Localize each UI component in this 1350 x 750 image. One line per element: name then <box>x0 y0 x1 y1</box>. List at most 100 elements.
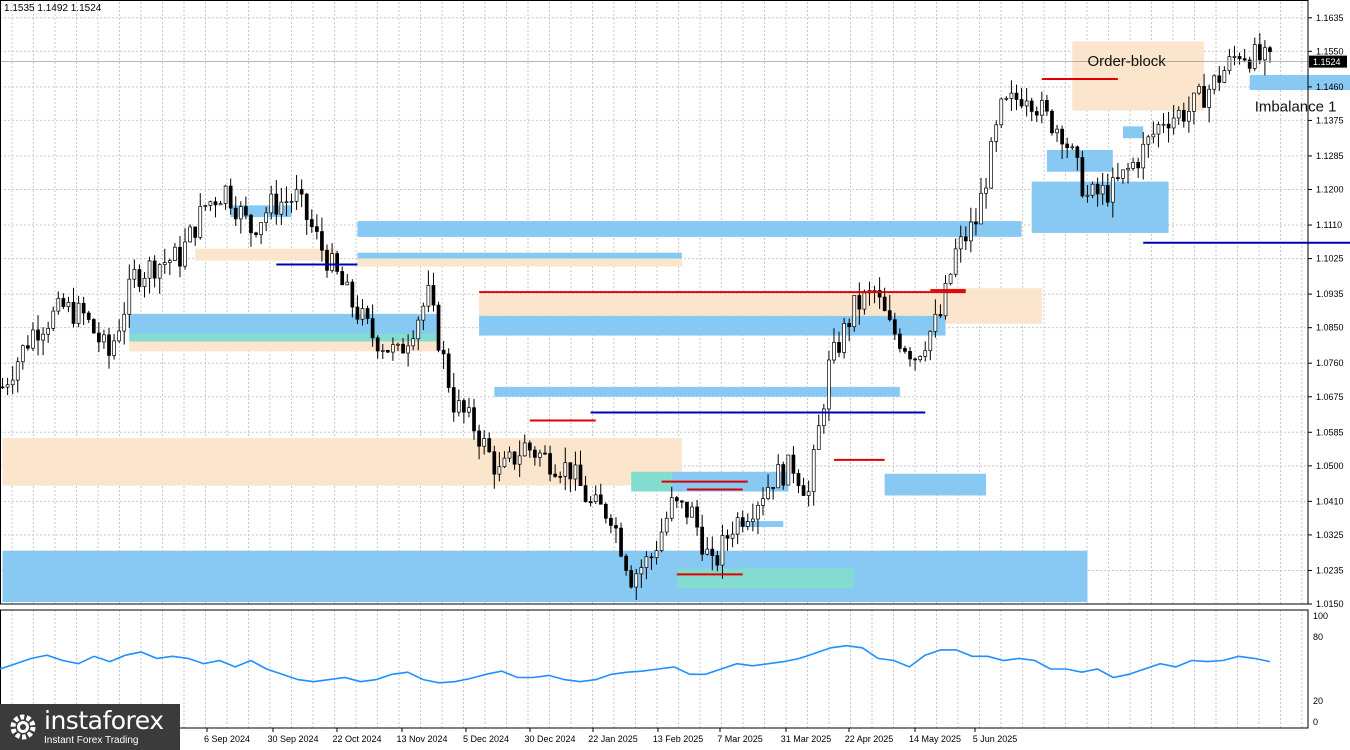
candle-body <box>573 464 578 480</box>
rsi-tick-label: 80 <box>1313 632 1323 642</box>
candle-body <box>162 262 167 265</box>
candle-body <box>751 518 755 522</box>
candle-body <box>522 442 527 457</box>
price-tick-label: 1.0850 <box>1316 323 1344 333</box>
candle-body <box>431 285 436 306</box>
candle-body <box>766 487 770 500</box>
candle-body <box>928 330 933 352</box>
candle-body <box>903 348 907 352</box>
candle-body <box>1217 75 1222 83</box>
x-tick-label: 31 Mar 2025 <box>781 734 832 744</box>
candle-body <box>107 334 111 356</box>
candle-body <box>380 350 385 352</box>
candle-body <box>193 226 198 238</box>
candle-body <box>61 298 66 307</box>
candle-body <box>340 271 345 286</box>
candle-body <box>462 400 466 413</box>
candle-body <box>1192 92 1196 112</box>
candle-body <box>477 430 481 447</box>
zones <box>2 41 1350 603</box>
candle-body <box>1181 109 1186 122</box>
rsi-tick-label: 0 <box>1313 717 1318 727</box>
candle-body <box>923 350 928 357</box>
candle-body <box>700 526 705 555</box>
candle-body <box>365 308 370 319</box>
candle-body <box>1202 86 1206 108</box>
candle-body <box>1055 128 1059 134</box>
candle-body <box>117 330 121 342</box>
candle-body <box>173 246 177 261</box>
candle-body <box>269 193 274 214</box>
candle-body <box>619 527 623 557</box>
candle-body <box>877 290 882 298</box>
price-tick-label: 1.1550 <box>1316 46 1344 56</box>
candle-body <box>46 328 51 335</box>
candle-body <box>674 497 679 502</box>
candle-body <box>543 452 547 455</box>
candle-body <box>974 221 978 225</box>
candle-body <box>1090 183 1095 196</box>
candle-body <box>1187 111 1191 122</box>
zone-teal <box>129 333 439 342</box>
price-tick-label: 1.1635 <box>1316 13 1344 23</box>
ohlc-header: 1.1535 1.1492 1.1524 <box>4 3 102 14</box>
candle-body <box>0 386 5 389</box>
zone-blue <box>357 252 682 259</box>
candle-body <box>183 241 187 267</box>
candle-body <box>512 451 517 465</box>
candle-body <box>1105 185 1110 203</box>
candle-body <box>1100 185 1105 195</box>
candle-body <box>583 485 588 503</box>
candle-body <box>852 295 857 328</box>
candle-body <box>259 222 263 235</box>
candle-body <box>456 400 461 413</box>
candle-body <box>502 457 507 468</box>
candle-body <box>578 464 583 486</box>
candle-body <box>1024 100 1029 107</box>
candle-body <box>391 344 395 353</box>
candle-body <box>355 306 360 320</box>
candle-body <box>152 260 157 279</box>
candle-body <box>446 353 451 388</box>
candle-body <box>102 334 106 343</box>
candle-body <box>1161 123 1166 126</box>
candle-body <box>1136 161 1141 169</box>
candle-body <box>1121 169 1125 179</box>
candle-body <box>320 231 324 251</box>
price-tick-label: 1.0235 <box>1316 565 1344 575</box>
candle-body <box>411 338 416 347</box>
zone-blue <box>357 221 1022 237</box>
candle-body <box>289 200 294 203</box>
candle-body <box>1252 44 1257 69</box>
candle-body <box>441 349 446 355</box>
candle-body <box>695 506 699 528</box>
candle-body <box>725 535 730 539</box>
candle-body <box>421 305 426 321</box>
price-tick-label: 1.0585 <box>1316 427 1344 437</box>
candle-body <box>624 555 628 571</box>
candle-body <box>892 319 897 335</box>
zone-blue <box>1046 150 1113 172</box>
candle-body <box>857 295 862 310</box>
zone-blue <box>1031 181 1169 233</box>
candle-body <box>309 219 314 228</box>
candle-body <box>1247 59 1252 69</box>
candle-body <box>715 555 720 566</box>
candle-body <box>644 556 649 568</box>
candle-body <box>26 345 30 349</box>
candle-body <box>507 451 512 459</box>
candle-body <box>81 302 86 314</box>
candle-body <box>1034 111 1039 116</box>
zone-teal <box>676 568 855 589</box>
rsi-tick-label: 20 <box>1313 696 1323 706</box>
rsi-tick-label: 100 <box>1313 611 1328 621</box>
zone-peach <box>357 258 682 267</box>
candle-body <box>791 454 796 474</box>
candle-body <box>238 206 243 220</box>
candle-body <box>132 269 137 280</box>
candle-body <box>1151 133 1156 138</box>
candle-body <box>563 462 568 477</box>
price-tick-label: 1.0675 <box>1316 392 1344 402</box>
annotations: Order-block Imbalance 1 <box>1087 53 1336 115</box>
